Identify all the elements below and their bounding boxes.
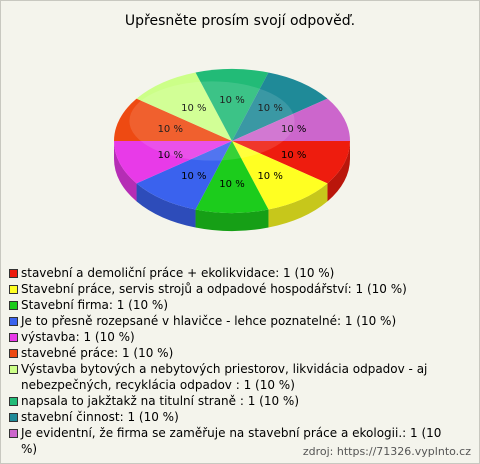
slice-top bbox=[232, 141, 350, 184]
slice-label: 10 % bbox=[281, 124, 306, 135]
legend-label: Je evidentní, že firma se zaměřuje na st… bbox=[21, 426, 442, 456]
slice bbox=[114, 98, 232, 141]
legend-label: stavebné práce: 1 (10 %) bbox=[21, 346, 174, 360]
slice-label: 10 % bbox=[158, 150, 183, 161]
legend-swatch bbox=[9, 333, 18, 342]
legend-item: Stavební práce, servis strojů a odpadové… bbox=[9, 281, 461, 297]
source: zdroj: https://71326.vyplnto.cz bbox=[302, 445, 471, 458]
legend-swatch bbox=[9, 269, 18, 278]
legend-swatch bbox=[9, 285, 18, 294]
pie-highlight bbox=[129, 81, 295, 161]
slice bbox=[232, 141, 328, 228]
pie-area: Upřesněte prosím svojí odpověď. 10 % 10 %… bbox=[114, 13, 355, 232]
legend-label: stavební a demoliční práce + ekolikvidac… bbox=[21, 266, 335, 280]
slice-top bbox=[232, 98, 350, 141]
legend-label: výstavba: 1 (10 %) bbox=[21, 330, 135, 344]
slice-top bbox=[136, 72, 232, 141]
slice bbox=[136, 72, 232, 141]
legend-swatch bbox=[9, 349, 18, 358]
legend-item: Stavební firma: 1 (10 %) bbox=[9, 297, 461, 313]
legend-swatch bbox=[9, 301, 18, 310]
slice bbox=[114, 141, 232, 202]
slice-label: 10 % bbox=[257, 171, 282, 182]
slice bbox=[195, 69, 269, 141]
legend-label: napsala to jakžtakž na titulní straně : … bbox=[21, 394, 300, 408]
legend-swatch bbox=[9, 365, 18, 374]
slice-top bbox=[195, 141, 269, 214]
slice-label: 10 % bbox=[181, 171, 206, 182]
legend-label: Je to přesně rozepsané v hlavičce - lehc… bbox=[21, 314, 397, 328]
legend-item: Výstavba bytových a nebytových priestoro… bbox=[9, 361, 461, 393]
slice-label: 10 % bbox=[219, 179, 244, 190]
legend-swatch bbox=[9, 397, 18, 406]
slice-side bbox=[327, 141, 350, 202]
slice bbox=[195, 141, 269, 232]
slice-side bbox=[136, 183, 196, 228]
slice bbox=[136, 141, 232, 228]
slice-top bbox=[195, 69, 269, 141]
slice-top bbox=[136, 141, 232, 210]
slice-label: 10 % bbox=[181, 103, 206, 114]
legend-swatch bbox=[9, 413, 18, 422]
slice bbox=[232, 72, 328, 141]
slice-top bbox=[114, 98, 232, 141]
slice-label: 10 % bbox=[257, 103, 282, 114]
legend-swatch bbox=[9, 317, 18, 326]
slice-label: 10 % bbox=[219, 95, 244, 106]
legend-label: Výstavba bytových a nebytových priestoro… bbox=[21, 362, 428, 392]
legend-item: stavební a demoliční práce + ekolikvidac… bbox=[9, 265, 461, 281]
chart-title: Upřesněte prosím svojí odpověď. bbox=[125, 13, 355, 29]
slice-side bbox=[195, 209, 269, 232]
legend-item: stavební činnost: 1 (10 %) bbox=[9, 409, 461, 425]
legend-label: Stavební firma: 1 (10 %) bbox=[21, 298, 169, 312]
legend-item: Je to přesně rozepsané v hlavičce - lehc… bbox=[9, 313, 461, 329]
slice-top bbox=[114, 141, 232, 184]
legend-item: stavebné práce: 1 (10 %) bbox=[9, 345, 461, 361]
legend-label: stavební činnost: 1 (10 %) bbox=[21, 410, 179, 424]
slice bbox=[232, 141, 350, 202]
slice-label: 10 % bbox=[158, 124, 183, 135]
slice-side bbox=[114, 141, 137, 202]
legend-item: napsala to jakžtakž na titulní straně : … bbox=[9, 393, 461, 409]
slice bbox=[232, 98, 350, 141]
legend: stavební a demoliční práce + ekolikvidac… bbox=[9, 265, 461, 457]
slice-side bbox=[268, 183, 328, 228]
legend-item: Je evidentní, že firma se zaměřuje na st… bbox=[9, 425, 461, 457]
slice-top bbox=[232, 72, 328, 141]
legend-swatch bbox=[9, 429, 18, 438]
legend-label: Stavební práce, servis strojů a odpadové… bbox=[21, 282, 407, 296]
legend-item: výstavba: 1 (10 %) bbox=[9, 329, 461, 345]
slice-top bbox=[232, 141, 328, 210]
slice-label: 10 % bbox=[281, 150, 306, 161]
